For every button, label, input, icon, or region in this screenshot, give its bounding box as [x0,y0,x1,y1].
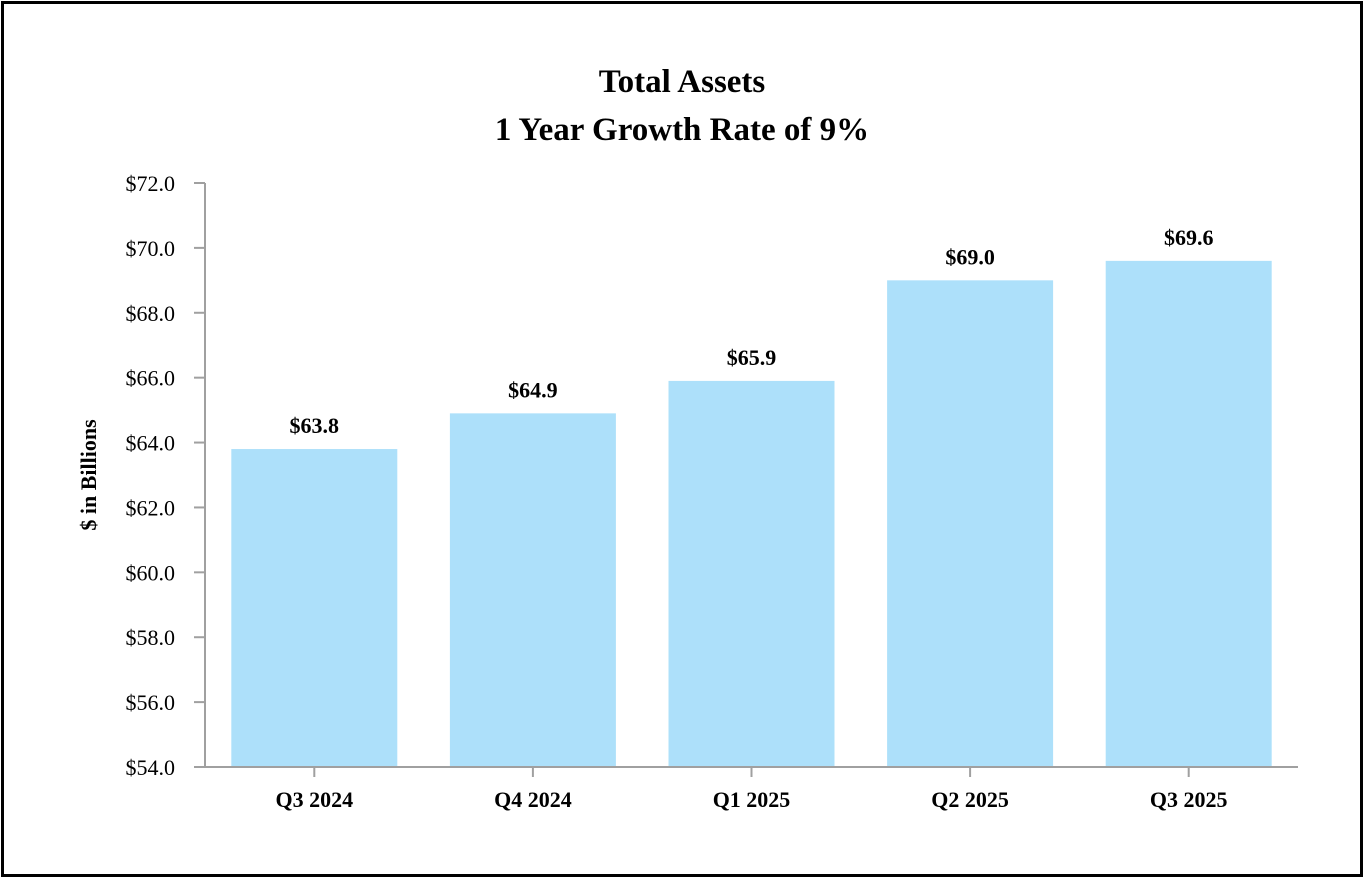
y-tick-label-6: $66.0 [126,366,176,391]
y-tick-label-2: $58.0 [126,625,176,650]
data-label-4: $69.6 [1164,225,1214,250]
x-tick-label-1: Q4 2024 [494,787,572,812]
y-tick-label-7: $68.0 [126,301,176,326]
y-tick-label-9: $72.0 [126,171,176,196]
bar-1 [449,413,616,767]
y-tick-label-8: $70.0 [126,236,176,261]
y-tick-label-4: $62.0 [126,495,176,520]
bar-3 [887,280,1054,767]
data-label-3: $69.0 [945,244,995,269]
y-axis-label: $ in Billions [76,419,101,531]
y-tick-label-3: $60.0 [126,560,176,585]
bar-2 [668,380,835,767]
bar-4 [1105,260,1272,767]
x-tick-label-3: Q2 2025 [931,787,1009,812]
chart-subtitle: 1 Year Growth Rate of 9% [495,112,869,148]
x-tick-label-4: Q3 2025 [1150,787,1228,812]
y-tick-label-1: $56.0 [126,690,176,715]
data-label-1: $64.9 [508,377,558,402]
data-label-2: $65.9 [727,345,777,370]
x-tick-label-0: Q3 2024 [275,787,353,812]
bar-0 [231,449,398,767]
y-tick-label-0: $54.0 [126,755,176,780]
data-label-0: $63.8 [290,413,340,438]
chart-title: Total Assets [599,64,766,100]
x-tick-label-2: Q1 2025 [713,787,791,812]
y-tick-label-5: $64.0 [126,431,176,456]
